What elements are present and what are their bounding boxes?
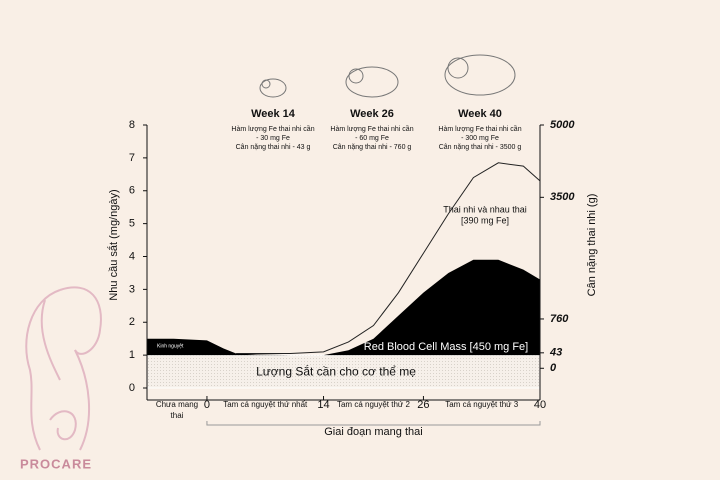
y-tick-label: 7 — [129, 152, 135, 164]
y-tick-label: 3 — [129, 283, 135, 295]
week-title: Week 40 — [458, 108, 502, 120]
period-label: Tam cá nguyệt thứ 3 — [445, 400, 519, 409]
fetus-fe: [390 mg Fe] — [461, 215, 509, 225]
x-tick-label: 0 — [204, 399, 210, 411]
fetus-label: Thai nhi và nhau thai — [443, 204, 527, 214]
y-tick-label: 2 — [129, 316, 135, 328]
y2-tick-label: 760 — [550, 313, 569, 325]
y-tick-label: 6 — [129, 185, 135, 197]
x-bracket — [206, 421, 541, 426]
week-note: Cân nặng thai nhi - 43 g — [236, 144, 311, 151]
logo-art — [25, 286, 102, 451]
week-title: Week 14 — [251, 108, 296, 120]
y-tick-label: 5 — [129, 218, 135, 230]
week-note: Hàm lượng Fe thai nhi cần — [231, 124, 314, 133]
week-note: Cân nặng thai nhi - 3500 g — [439, 144, 522, 151]
y2-tick-label: 43 — [549, 347, 562, 359]
week-note: - 60 mg Fe — [355, 135, 389, 142]
period-label: Tam cá nguyệt thứ 2 — [337, 400, 411, 409]
x-label: Giai đoạn mang thai — [324, 426, 422, 438]
fetus-icons — [259, 54, 516, 98]
week-title: Week 26 — [350, 108, 394, 120]
y-label: Nhu cầu sắt (mg/ngày) — [107, 189, 120, 300]
x-tick-label: 26 — [417, 399, 429, 411]
week-note: - 300 mg Fe — [461, 135, 499, 142]
y2-tick-label: 5000 — [550, 119, 575, 131]
y2-label: Cân nặng thai nhi (g) — [586, 194, 598, 297]
week-note: Cân nặng thai nhi - 760 g — [333, 144, 412, 151]
x-tick-label: 14 — [317, 399, 329, 411]
logo: PROCARE — [20, 456, 92, 471]
rbc-area — [147, 259, 540, 356]
maternal-band — [146, 354, 541, 389]
y-tick-label: 4 — [129, 250, 135, 262]
x-tick-label: 40 — [534, 399, 546, 411]
week-note: Hàm lượng Fe thai nhi cần — [438, 124, 521, 133]
period-label: Chưa mang thai — [156, 400, 198, 420]
y2-tick-label: 3500 — [550, 191, 575, 203]
menses-label: Kinh nguyệt — [157, 343, 184, 349]
y2-tick-label: 0 — [550, 362, 557, 374]
y-tick-label: 8 — [129, 119, 135, 131]
week-note: Hàm lượng Fe thai nhi cần — [330, 124, 413, 133]
y-tick-label: 0 — [129, 382, 135, 394]
rbc-label: Red Blood Cell Mass [450 mg Fe] — [364, 341, 528, 353]
fetus-line — [236, 162, 541, 354]
week-note: - 30 mg Fe — [256, 135, 290, 142]
period-label: Tam cá nguyệt thứ nhất — [223, 400, 308, 409]
band-label: Lượng Sắt cần cho cơ thể mẹ — [256, 364, 416, 379]
y-tick-label: 1 — [129, 349, 135, 361]
